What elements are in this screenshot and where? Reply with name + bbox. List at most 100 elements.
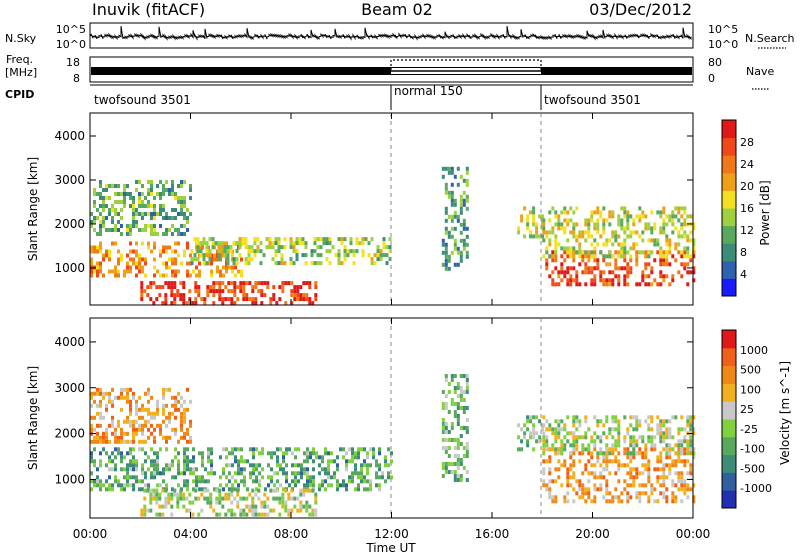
scatter-cell xyxy=(462,202,466,207)
scatter-cell xyxy=(357,475,360,480)
scatter-cell xyxy=(105,228,108,232)
scatter-cell xyxy=(266,496,270,501)
scatter-cell xyxy=(692,483,696,488)
scatter-cell xyxy=(292,241,296,246)
scatter-cell xyxy=(126,451,129,456)
scatter-cell xyxy=(462,410,466,414)
scatter-cell xyxy=(671,479,675,484)
scatter-cell xyxy=(677,230,681,235)
scatter-cell xyxy=(441,466,445,470)
scatter-cell xyxy=(623,479,627,484)
scatter-cell xyxy=(174,249,177,254)
scatter-cell xyxy=(339,447,342,452)
scatter-cell xyxy=(572,226,576,231)
scatter-cell xyxy=(189,212,192,216)
scatter-cell xyxy=(159,483,162,488)
scatter-cell xyxy=(135,403,138,408)
scatter-cell xyxy=(647,463,651,468)
scatter-cell xyxy=(459,198,463,203)
scatter-cell xyxy=(273,483,276,488)
scatter-cell xyxy=(611,254,615,259)
colorbar-swatch xyxy=(722,190,736,209)
scatter-cell xyxy=(171,180,174,184)
scatter-cell xyxy=(302,281,306,286)
scatter-cell xyxy=(96,208,99,212)
scatter-cell xyxy=(662,435,666,440)
scatter-cell xyxy=(254,508,258,513)
scatter-cell xyxy=(462,446,466,450)
scatter-cell xyxy=(176,293,180,298)
colorbar-swatch xyxy=(722,472,736,491)
scatter-cell xyxy=(372,451,375,456)
scatter-cell xyxy=(205,245,209,250)
scatter-cell xyxy=(186,431,189,436)
scatter-cell xyxy=(538,435,542,440)
scatter-cell xyxy=(123,439,126,444)
scatter-cell xyxy=(447,194,451,199)
scatter-cell xyxy=(96,435,99,440)
scatter-cell xyxy=(587,479,591,484)
scatter-cell xyxy=(557,222,561,227)
scatter-cell xyxy=(656,479,660,484)
scatter-cell xyxy=(641,238,645,243)
scatter-cell xyxy=(185,508,189,513)
scatter-cell xyxy=(189,253,192,258)
scatter-cell xyxy=(647,238,651,243)
scatter-cell xyxy=(372,447,375,452)
scatter-cell xyxy=(333,459,336,464)
scatter-cell xyxy=(209,504,213,509)
scatter-cell xyxy=(170,289,174,294)
scatter-cell xyxy=(168,228,171,232)
scatter-cell xyxy=(345,451,348,456)
scatter-cell xyxy=(174,455,177,460)
scatter-cell xyxy=(548,427,552,432)
scatter-cell xyxy=(171,192,174,196)
scatter-cell xyxy=(254,297,258,302)
scatter-cell xyxy=(578,246,582,251)
scatter-cell xyxy=(348,447,351,452)
scatter-cell xyxy=(535,234,539,239)
scatter-cell xyxy=(186,439,189,444)
scatter-cell xyxy=(291,451,294,456)
scatter-cell xyxy=(444,394,448,398)
scatter-cell xyxy=(114,184,117,188)
scatter-cell xyxy=(162,479,165,484)
scatter-cell xyxy=(462,398,466,402)
scatter-cell xyxy=(165,249,168,254)
scatter-cell xyxy=(563,463,567,468)
scatter-cell xyxy=(129,423,132,428)
scatter-cell xyxy=(102,431,105,436)
scatter-cell xyxy=(462,390,466,394)
scatter-cell xyxy=(456,418,460,422)
scatter-cell xyxy=(164,504,168,509)
scatter-cell xyxy=(641,491,645,496)
scatter-cell xyxy=(263,500,267,505)
scatter-cell xyxy=(569,230,573,235)
scatter-cell xyxy=(255,479,258,484)
scatter-cell xyxy=(99,228,102,232)
scatter-cell xyxy=(581,270,585,275)
scatter-cell xyxy=(529,431,533,436)
scatter-cell xyxy=(563,447,567,452)
scatter-cell xyxy=(93,216,96,220)
scatter-cell xyxy=(345,463,348,468)
scatter-cell xyxy=(210,471,213,476)
scatter-cell xyxy=(689,467,693,472)
scatter-cell xyxy=(662,262,666,267)
scatter-cell xyxy=(117,423,120,428)
scatter-cell xyxy=(141,431,144,436)
scatter-cell xyxy=(108,475,111,480)
scatter-cell xyxy=(554,439,558,444)
scatter-cell xyxy=(162,249,165,254)
scatter-cell xyxy=(120,431,123,436)
scatter-cell xyxy=(165,435,168,440)
scatter-cell xyxy=(96,216,99,220)
scatter-cell xyxy=(614,274,618,279)
scatter-cell xyxy=(192,487,195,492)
scatter-cell xyxy=(173,301,177,306)
scatter-cell xyxy=(363,459,366,464)
scatter-cell xyxy=(441,390,445,394)
scatter-cell xyxy=(575,439,579,444)
scatter-cell xyxy=(665,427,669,432)
scatter-cell xyxy=(285,447,288,452)
